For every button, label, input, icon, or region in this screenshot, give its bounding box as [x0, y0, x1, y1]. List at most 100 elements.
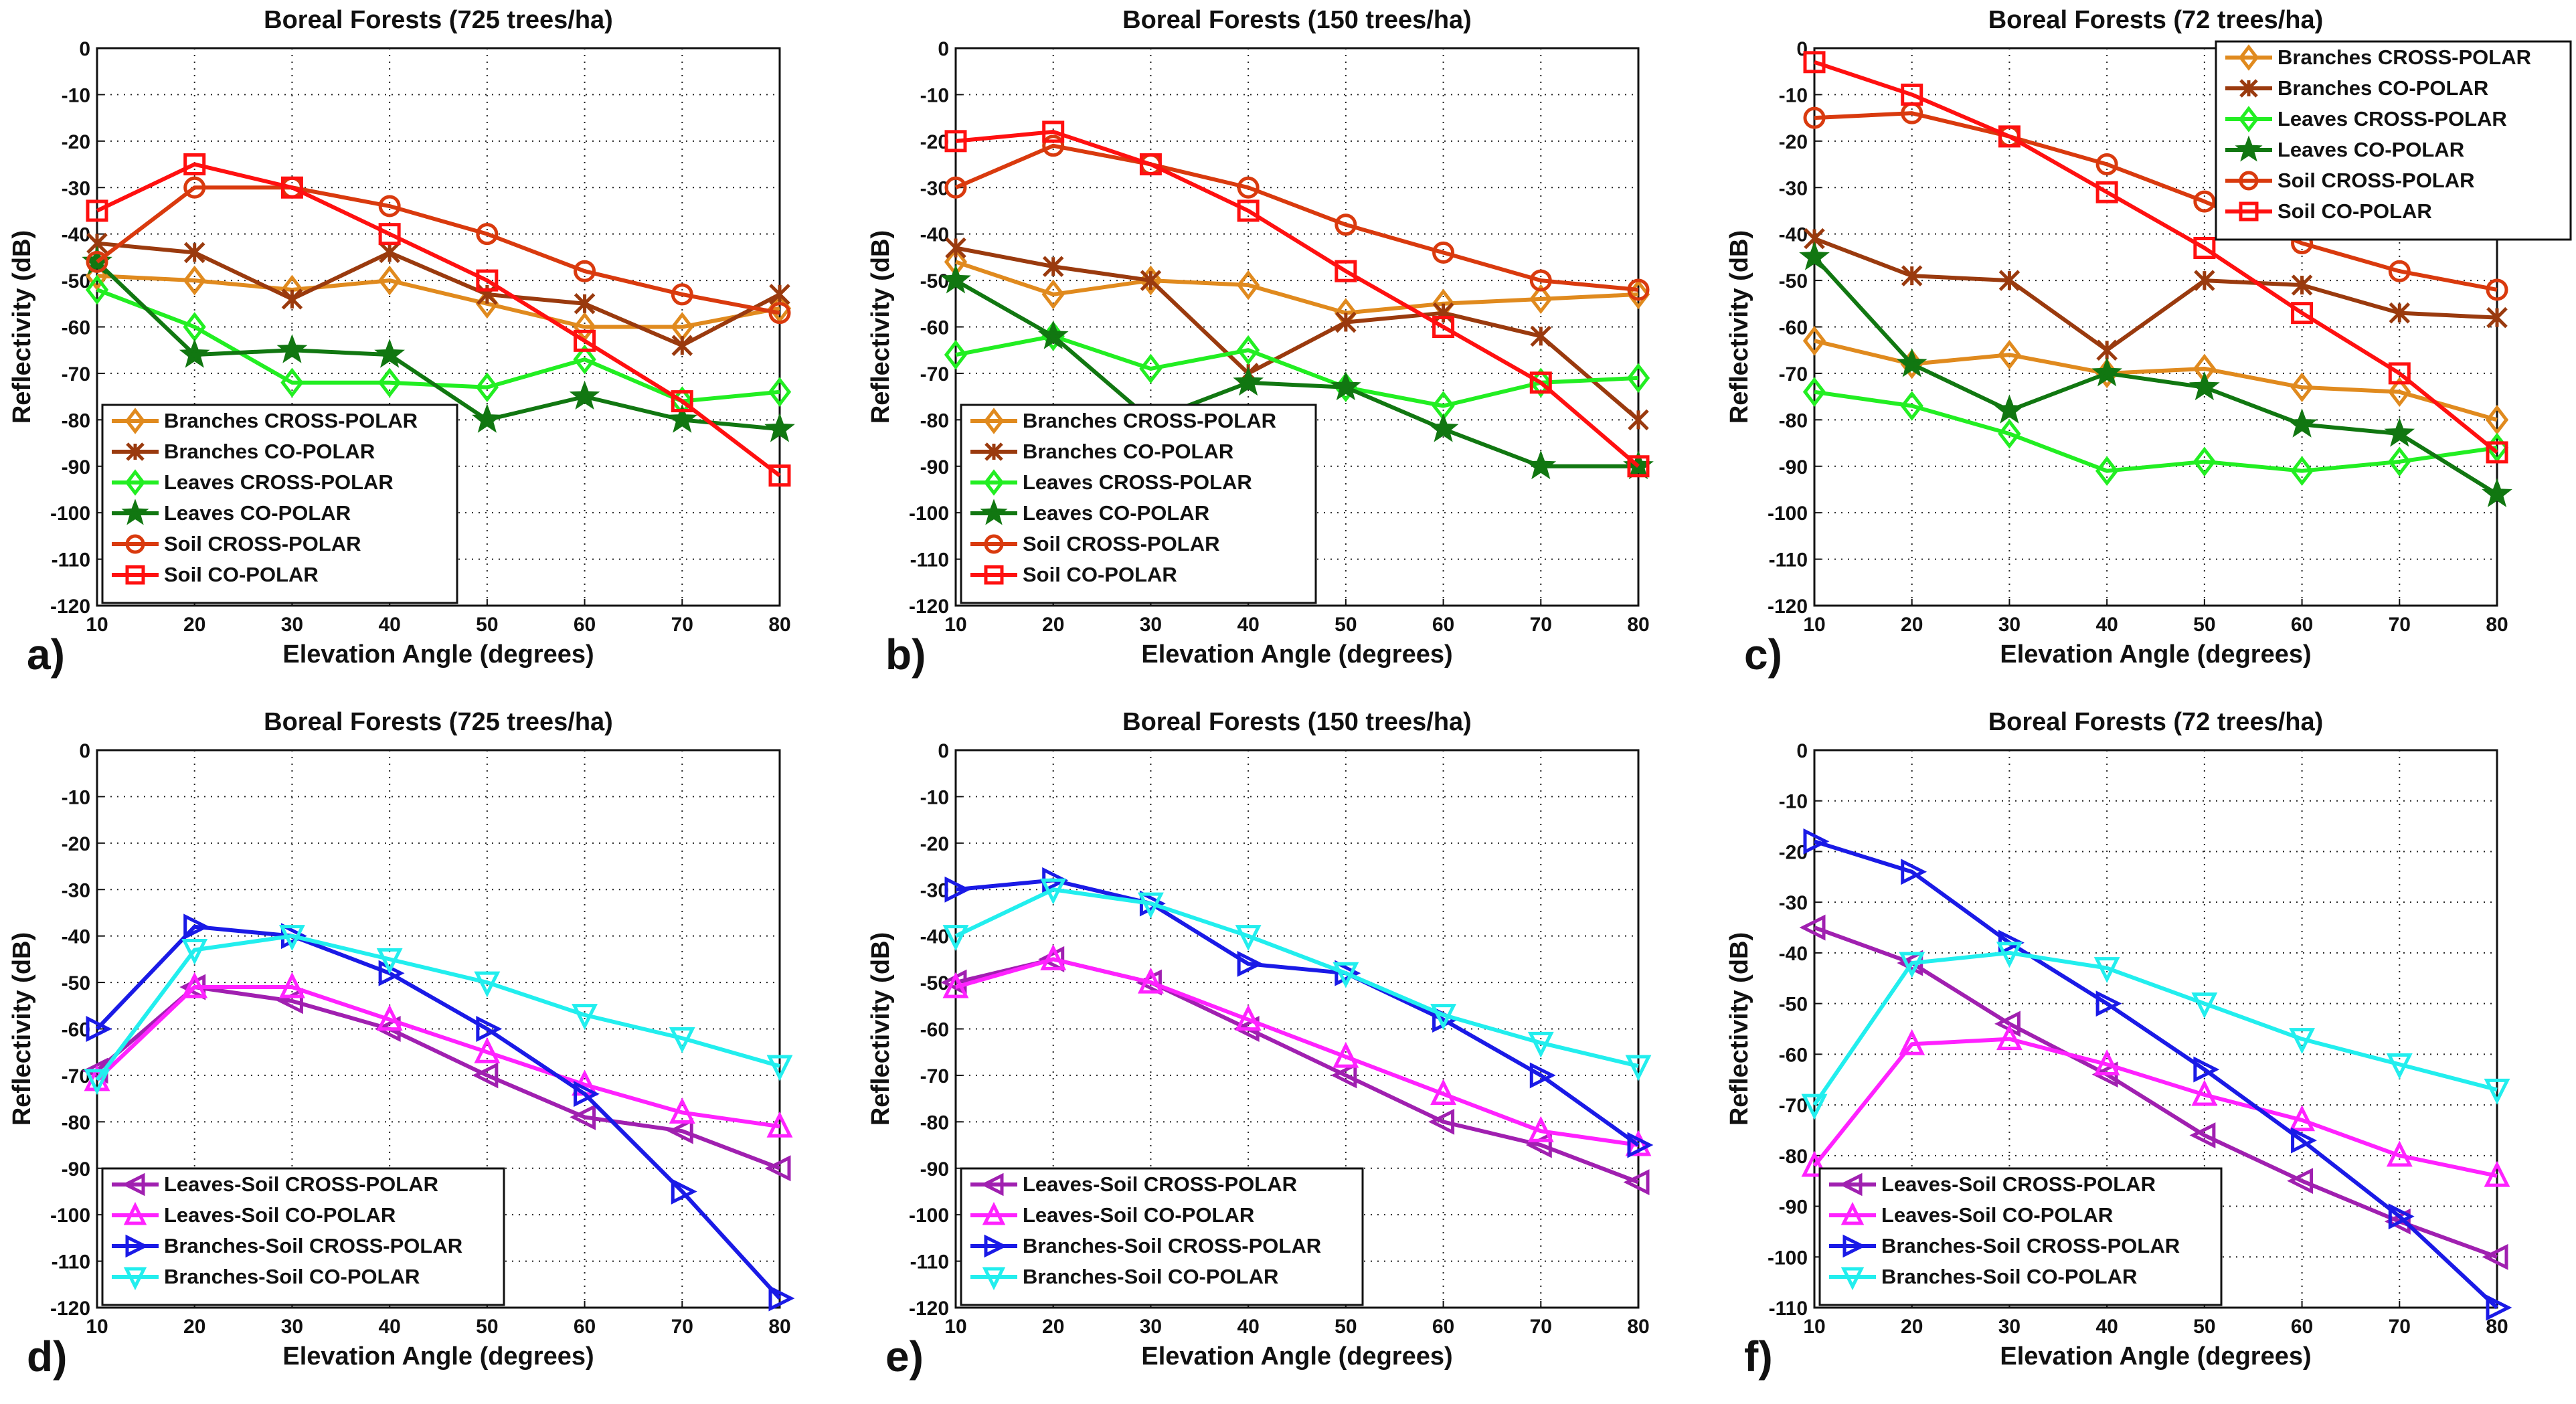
y-tick-label: -90 [62, 456, 90, 478]
legend-label: Soil CO-POLAR [164, 563, 319, 586]
x-tick-label: 20 [1901, 614, 1923, 636]
data-point [84, 1069, 110, 1095]
data-point [1140, 270, 1162, 291]
y-tick-label: 0 [79, 740, 90, 762]
series-branches-co-polar [86, 232, 790, 357]
y-tick-label: -20 [920, 131, 949, 153]
x-tick-label: 80 [1627, 614, 1649, 636]
data-point [475, 372, 499, 403]
series-leaves-soil-co-polar [1801, 1024, 2510, 1187]
legend-marker [1839, 1172, 1863, 1197]
data-point [1136, 969, 1162, 996]
y-tick-label: -70 [62, 1065, 90, 1087]
data-point [669, 1027, 695, 1053]
legend-label: Leaves CO-POLAR [1023, 501, 1209, 525]
series-soil-co-polar [1803, 51, 2508, 464]
data-point [1996, 942, 2023, 968]
data-point [1237, 176, 1260, 199]
legend-box [960, 404, 1317, 604]
data-point [1333, 962, 1359, 988]
data-point [2484, 1078, 2510, 1105]
y-tick-label: -110 [910, 549, 949, 572]
data-point [1236, 270, 1260, 300]
x-tick-label: 80 [768, 614, 790, 636]
chart-svg: Boreal Forests (150 trees/ha) 0 -10 -20 -30 -… [867, 708, 1654, 1381]
data-point [1432, 241, 1455, 264]
data-point [1803, 51, 1826, 74]
data-point [2388, 446, 2411, 477]
data-point [1529, 269, 1552, 292]
y-tick-label: -110 [52, 1251, 90, 1274]
data-point [1901, 83, 1923, 106]
chart-title: Boreal Forests (150 trees/ha) [1122, 708, 1472, 736]
data-point [2485, 405, 2509, 435]
y-tick-label: -120 [909, 596, 949, 618]
data-point [569, 380, 600, 410]
y-tick-label: -10 [920, 84, 949, 106]
legend-label: Leaves-Soil CROSS-POLAR [1023, 1172, 1297, 1196]
legend-marker [984, 442, 1003, 461]
chart-title: Boreal Forests (150 trees/ha) [1122, 6, 1472, 34]
x-axis-label: Elevation Angle (degrees) [282, 1342, 594, 1371]
y-axis-label: Reflectivity (dB) [1725, 932, 1753, 1126]
data-point [2093, 957, 2120, 984]
data-point [1998, 339, 2021, 370]
x-tick-label: 70 [671, 614, 693, 636]
legend-marker [125, 565, 145, 585]
series-leaves-cross-polar [944, 321, 1650, 421]
data-point [1430, 1004, 1457, 1031]
data-point [281, 288, 303, 310]
legend-label: Branches CO-POLAR [2278, 76, 2488, 100]
series-leaves-soil-cross-polar [82, 974, 791, 1182]
data-point [2291, 1127, 2317, 1154]
y-tick-label: -90 [920, 1158, 949, 1180]
series-line [955, 878, 1640, 1147]
x-tick-label: 60 [2291, 614, 2313, 636]
legend-box [1818, 1167, 2223, 1306]
data-point [278, 972, 305, 998]
data-point [570, 1104, 596, 1130]
data-point [1137, 892, 1164, 919]
data-point [1042, 135, 1065, 157]
y-tick-label: -100 [50, 503, 90, 525]
data-point [768, 1285, 795, 1312]
data-point [280, 176, 303, 199]
data-point [2194, 270, 2215, 291]
y-axis-label: Reflectivity (dB) [867, 230, 895, 424]
y-tick-label: -80 [1779, 410, 1808, 432]
data-point [2388, 377, 2411, 407]
y-tick-label: -70 [920, 363, 949, 385]
panel-b: Boreal Forests (150 trees/ha) 0 -10 -20 -30 -… [859, 0, 1717, 702]
data-point [1627, 1132, 1654, 1158]
panel-c: Boreal Forests (72 trees/ha) 0 -10 -20 -30 -4… [1717, 0, 2576, 702]
series-leaves-soil-cross-polar [1799, 914, 2508, 1270]
data-point [671, 335, 693, 357]
y-tick-label: -60 [920, 1019, 949, 1041]
y-tick-label: -30 [62, 879, 90, 901]
y-tick-label: 0 [938, 740, 949, 762]
legend-label: Leaves-Soil CROSS-POLAR [164, 1172, 438, 1196]
data-point [1529, 284, 1553, 315]
series-line [955, 129, 1640, 468]
data-point [1527, 1031, 1554, 1058]
legend-label: Branches CO-POLAR [1023, 440, 1233, 463]
y-tick-label: -70 [1779, 363, 1808, 385]
data-point [944, 176, 967, 199]
chart-svg: Boreal Forests (725 trees/ha) 0 -10 -20 -30 -… [8, 708, 795, 1381]
y-tick-label: -20 [62, 833, 90, 855]
series-line [1814, 839, 2499, 1310]
legend-label: Leaves CROSS-POLAR [164, 470, 394, 494]
legend: Branches CROSS-POLAR Branches CO-POLAR Lea… [2215, 40, 2572, 241]
series-line [1814, 339, 2498, 422]
x-tick-label: 10 [86, 614, 108, 636]
data-point [1041, 279, 1065, 310]
data-point [376, 948, 403, 974]
data-point [1330, 1062, 1357, 1089]
data-point [1335, 311, 1357, 333]
data-point [1802, 326, 1826, 356]
plot-area [1813, 749, 2498, 1309]
data-point [669, 1098, 695, 1124]
legend-label: Leaves CROSS-POLAR [1023, 470, 1252, 494]
series-line [955, 334, 1639, 408]
data-point [474, 1037, 501, 1063]
